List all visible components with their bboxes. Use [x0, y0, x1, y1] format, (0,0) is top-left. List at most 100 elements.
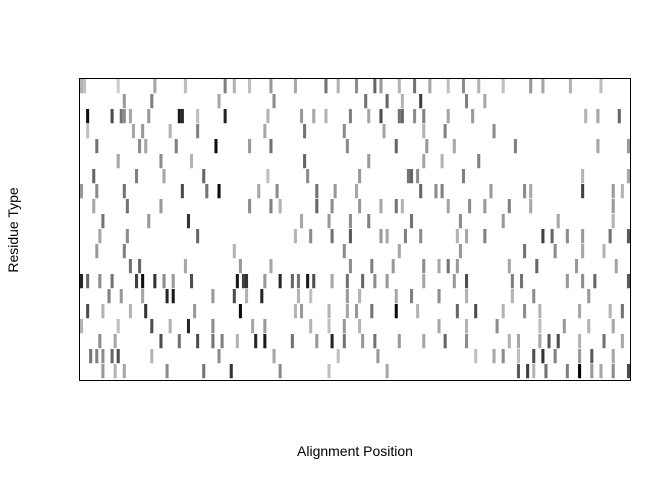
heatmap-cell: [358, 319, 362, 334]
heatmap-cell: [278, 199, 282, 214]
heatmap-cell: [342, 244, 346, 259]
heatmap-cell: [116, 349, 120, 364]
heatmap-cell: [523, 304, 527, 319]
heatmap-cell: [162, 274, 166, 289]
heatmap-cell: [367, 154, 371, 169]
heatmap-cell: [296, 274, 300, 289]
heatmap-cell: [245, 289, 249, 304]
heatmap-cell: [532, 364, 536, 379]
heatmap-cell: [465, 289, 469, 304]
heatmap-cell: [86, 304, 90, 319]
heatmap-cell: [550, 229, 554, 244]
heatmap-cell: [327, 214, 331, 229]
heatmap-cell: [168, 319, 172, 334]
heatmap-cell: [296, 289, 300, 304]
heatmap-cell: [80, 184, 84, 199]
heatmap-cell: [92, 199, 96, 214]
heatmap-cell: [562, 319, 566, 334]
heatmap-cell: [315, 184, 319, 199]
heatmap-cell: [275, 184, 279, 199]
heatmap-cell: [406, 169, 410, 184]
heatmap-cell: [183, 79, 187, 94]
heatmap-cell: [626, 229, 630, 244]
heatmap-cell: [422, 259, 426, 274]
heatmap-cell: [138, 259, 142, 274]
heatmap-cell: [477, 154, 481, 169]
heatmap-cell: [150, 349, 154, 364]
heatmap-cell: [578, 304, 582, 319]
heatmap-cell: [141, 274, 145, 289]
heatmap-cell: [254, 334, 258, 349]
heatmap-cell: [373, 274, 377, 289]
heatmap-cell: [358, 289, 362, 304]
heatmap-cell: [309, 289, 313, 304]
heatmap-cell: [465, 334, 469, 349]
heatmap-cell: [437, 289, 441, 304]
heatmap-cell: [211, 334, 215, 349]
heatmap-cell: [416, 304, 420, 319]
heatmap-cell: [413, 79, 417, 94]
heatmap-cell: [165, 364, 169, 379]
heatmap-cell: [626, 139, 630, 154]
heatmap-cell: [376, 349, 380, 364]
heatmap-cell: [581, 184, 585, 199]
heatmap-cell: [110, 274, 114, 289]
heatmap-cell: [260, 289, 264, 304]
heatmap-cell: [440, 154, 444, 169]
heatmap-cell: [122, 184, 126, 199]
heatmap-cell: [455, 229, 459, 244]
heatmap-cell: [238, 259, 242, 274]
heatmap-cell: [358, 169, 362, 184]
heatmap-cell: [465, 229, 469, 244]
heatmap-cell: [501, 214, 505, 229]
heatmap-cell: [95, 139, 99, 154]
heatmap-cell: [135, 274, 139, 289]
heatmap-cell: [501, 349, 505, 364]
heatmap-cell: [553, 244, 557, 259]
heatmap-cell: [220, 334, 224, 349]
heatmap-cell: [526, 364, 530, 379]
heatmap-cell: [309, 229, 313, 244]
heatmap-cell: [348, 229, 352, 244]
heatmap-cell: [443, 334, 447, 349]
heatmap-cell: [565, 364, 569, 379]
heatmap-cell: [217, 94, 221, 109]
heatmap-cell: [101, 304, 105, 319]
heatmap-cell: [379, 199, 383, 214]
heatmap-cell: [119, 109, 123, 124]
heatmap-cell: [263, 274, 267, 289]
heatmap-cell: [556, 334, 560, 349]
heatmap-cell: [315, 334, 319, 349]
heatmap-cell: [516, 364, 520, 379]
heatmap-cell: [446, 259, 450, 274]
heatmap-cell: [397, 79, 401, 94]
heatmap-cell: [150, 319, 154, 334]
heatmap-cell: [611, 184, 615, 199]
heatmap-cell: [98, 274, 102, 289]
heatmap-cell: [217, 184, 221, 199]
heatmap-cell: [348, 214, 352, 229]
heatmap-cell: [584, 109, 588, 124]
heatmap-cell: [272, 94, 276, 109]
heatmap-cell: [147, 214, 151, 229]
heatmap-cell: [361, 274, 365, 289]
heatmap-cell: [217, 349, 221, 364]
heatmap-cells: [80, 79, 630, 379]
heatmap-cell: [122, 109, 126, 124]
heatmap-cell: [345, 304, 349, 319]
heatmap-cell: [410, 214, 414, 229]
heatmap-cell: [614, 259, 618, 274]
heatmap-cell: [110, 109, 114, 124]
heatmap-cell: [116, 154, 120, 169]
heatmap-cell: [272, 349, 276, 364]
heatmap-cell: [510, 274, 514, 289]
heatmap-cell: [370, 304, 374, 319]
heatmap-cell: [547, 334, 551, 349]
heatmap-cell: [165, 289, 169, 304]
heatmap-cell: [599, 79, 603, 94]
heatmap-cell: [345, 289, 349, 304]
heatmap-cell: [474, 349, 478, 364]
heatmap-cell: [125, 229, 129, 244]
heatmap-cell: [385, 364, 389, 379]
